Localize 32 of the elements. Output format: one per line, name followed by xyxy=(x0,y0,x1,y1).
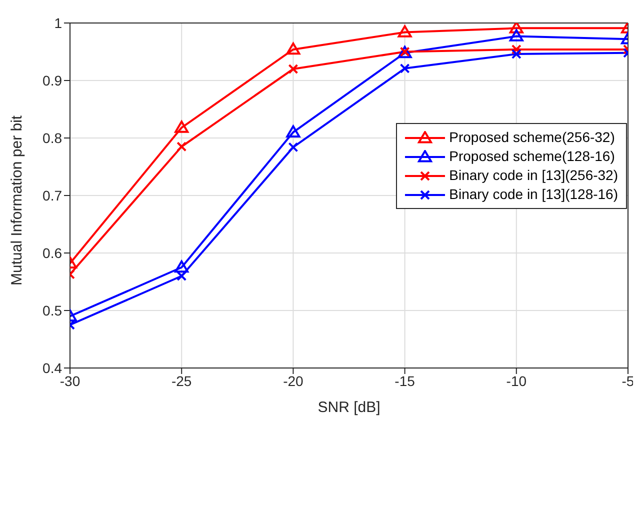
legend-label: Binary code in [13](256-32) xyxy=(449,166,618,185)
x-tick-label: -15 xyxy=(394,372,416,389)
y-axis-title: Mutual Information per bit xyxy=(8,114,26,286)
point xyxy=(176,142,187,152)
point xyxy=(288,64,298,74)
y-tick-label: 0.8 xyxy=(42,130,62,146)
point xyxy=(174,120,189,133)
legend-label: Proposed scheme(256-32) xyxy=(449,128,615,147)
x-tick-label: -20 xyxy=(283,372,304,389)
point xyxy=(176,271,187,281)
y-tick-label: 0.7 xyxy=(42,187,62,204)
y-tick-label: 0.6 xyxy=(42,244,62,261)
point xyxy=(286,125,300,138)
x-tick-label: -25 xyxy=(171,372,192,389)
x-tick-label: -10 xyxy=(506,372,527,389)
x-axis-title: SNR [dB] xyxy=(318,399,380,416)
y-tick-label: 0.5 xyxy=(42,302,62,318)
point xyxy=(288,142,298,152)
y-tick-label: 0.9 xyxy=(42,72,62,88)
legend-label: Binary code in [13](128-16) xyxy=(449,185,618,204)
point xyxy=(286,42,300,55)
point xyxy=(174,260,189,273)
y-tick-label: 1 xyxy=(54,14,62,31)
legend-label: Proposed scheme(128-16) xyxy=(449,147,615,166)
point xyxy=(511,49,522,60)
y-tick-label: 0.4 xyxy=(42,360,62,376)
point xyxy=(400,63,410,74)
point xyxy=(511,44,522,54)
point xyxy=(398,25,412,38)
x-tick-label: -30 xyxy=(60,372,80,389)
point xyxy=(509,29,524,42)
point xyxy=(509,23,524,34)
